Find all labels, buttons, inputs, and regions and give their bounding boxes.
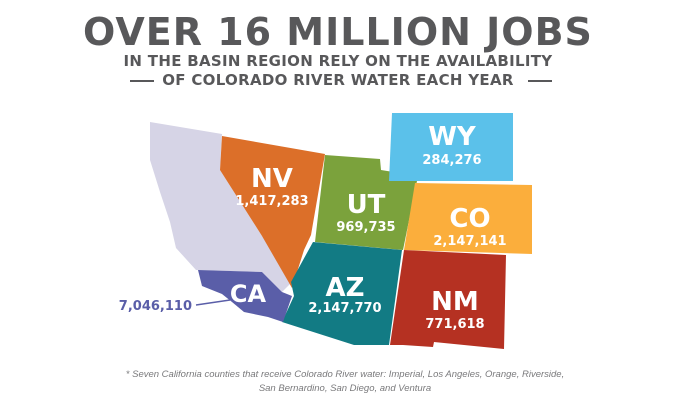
state-label-ca: CA [230, 280, 267, 308]
state-label-nm: NM [431, 287, 479, 317]
jobs-value-ca: 7,046,110 [119, 299, 192, 314]
state-shape-az [282, 242, 402, 345]
jobs-value-co: 2,147,141 [433, 234, 506, 249]
state-shape-wy [389, 113, 513, 181]
jobs-value-nm: 771,618 [425, 317, 484, 332]
headline: OVER 16 MILLION JOBS [83, 10, 593, 54]
state-shape-ca [198, 270, 292, 322]
state-label-az: AZ [326, 273, 365, 303]
ca-leader-line [195, 299, 231, 306]
state-label-wy: WY [428, 122, 477, 152]
state-label-co: CO [449, 204, 490, 234]
jobs-value-nv: 1,417,283 [235, 194, 308, 209]
jobs-value-az: 2,147,770 [308, 301, 381, 316]
state-shape-nv [220, 136, 325, 288]
subheadline-line-2: OF COLORADO RIVER WATER EACH YEAR [162, 71, 514, 89]
subheadline-line-1: IN THE BASIN REGION RELY ON THE AVAILABI… [123, 52, 553, 70]
subheadline-rule-left [130, 80, 154, 82]
jobs-value-wy: 284,276 [422, 153, 481, 168]
footnote: * Seven California counties that receive… [125, 369, 565, 394]
state-label-ut: UT [347, 190, 386, 220]
state-shape-nm [390, 250, 506, 349]
state-shape-co [404, 183, 532, 254]
california-rest-shape [150, 122, 292, 292]
subheadline-rule-right [528, 80, 552, 82]
jobs-value-ut: 969,735 [336, 220, 395, 235]
state-label-nv: NV [251, 164, 293, 194]
